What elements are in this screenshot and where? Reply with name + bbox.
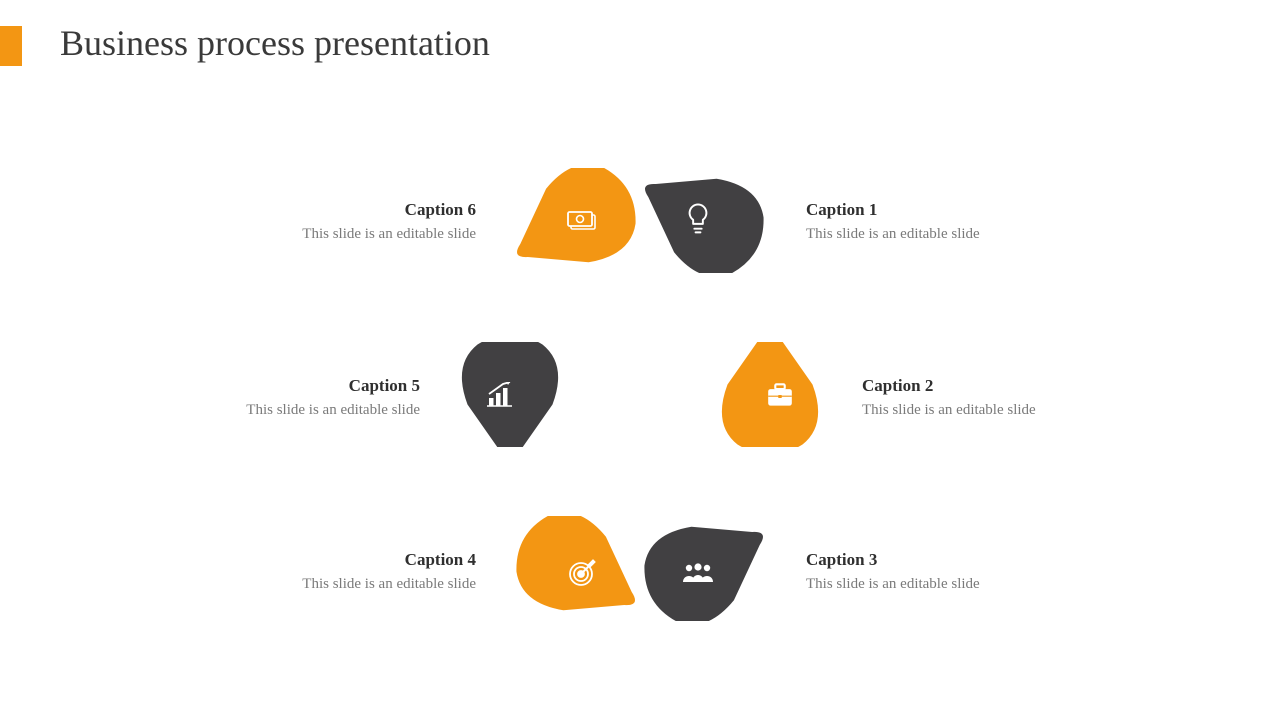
- caption-2-desc: This slide is an editable slide: [862, 402, 1122, 419]
- caption-3-title: Caption 3: [806, 550, 1066, 570]
- diagram-stage: Caption 1 This slide is an editable slid…: [0, 0, 1280, 720]
- chart-icon: [486, 382, 514, 408]
- caption-3-desc: This slide is an editable slide: [806, 576, 1066, 593]
- caption-1: Caption 1 This slide is an editable slid…: [806, 200, 1066, 243]
- caption-3: Caption 3 This slide is an editable slid…: [806, 550, 1066, 593]
- caption-4-desc: This slide is an editable slide: [216, 576, 476, 593]
- briefcase-icon: [765, 382, 795, 408]
- petal-2: [700, 342, 840, 447]
- caption-5: Caption 5 This slide is an editable slid…: [160, 376, 420, 419]
- caption-6-desc: This slide is an editable slide: [216, 226, 476, 243]
- petal-1: [634, 168, 774, 273]
- caption-4: Caption 4 This slide is an editable slid…: [216, 550, 476, 593]
- caption-2: Caption 2 This slide is an editable slid…: [862, 376, 1122, 419]
- caption-5-title: Caption 5: [160, 376, 420, 396]
- caption-1-title: Caption 1: [806, 200, 1066, 220]
- petal-4: [506, 516, 646, 621]
- petal-3: [634, 516, 774, 621]
- caption-6-title: Caption 6: [216, 200, 476, 220]
- caption-1-desc: This slide is an editable slide: [806, 226, 1066, 243]
- target-icon: [567, 558, 597, 588]
- money-icon: [565, 206, 599, 232]
- people-icon: [681, 562, 715, 584]
- bulb-icon: [683, 202, 713, 236]
- caption-4-title: Caption 4: [216, 550, 476, 570]
- caption-2-title: Caption 2: [862, 376, 1122, 396]
- petal-6: [506, 168, 646, 273]
- caption-6: Caption 6 This slide is an editable slid…: [216, 200, 476, 243]
- caption-5-desc: This slide is an editable slide: [160, 402, 420, 419]
- petal-5: [440, 342, 580, 447]
